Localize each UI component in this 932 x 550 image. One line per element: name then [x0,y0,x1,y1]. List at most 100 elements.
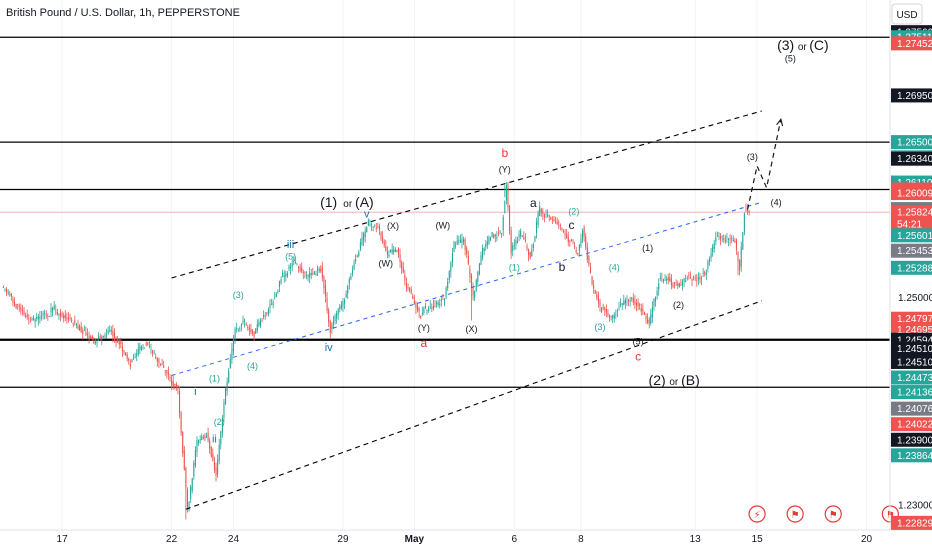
channel-line[interactable] [185,300,763,510]
price-tag[interactable] [891,260,932,275]
candle-body [661,277,663,279]
price-tag[interactable] [891,401,932,416]
candle-body [594,290,596,294]
candle-body [445,287,447,298]
price-tag[interactable] [891,228,932,243]
price-tag[interactable] [891,432,932,447]
candle-body [44,313,46,314]
price-tag[interactable] [891,243,932,258]
price-tag[interactable] [891,186,932,201]
candle-body [513,245,515,246]
flag-event-icon[interactable]: ⚑ [824,505,842,523]
price-axis[interactable]: 1.250001.230001.275601.275111.274521.269… [891,25,932,530]
candle-body [491,232,493,238]
candle-body [451,253,453,263]
candle-body [71,320,73,322]
candle-body [123,350,125,353]
price-tag[interactable] [891,88,932,103]
horizontal-levels[interactable] [0,36,890,388]
price-tag[interactable] [891,370,932,385]
candle-body [470,275,473,288]
candle-body [654,296,657,302]
flag-event-icon[interactable]: ⚑ [786,505,804,523]
price-tag[interactable] [891,217,932,232]
candle-body [297,266,300,268]
candle-body [535,222,538,233]
price-tag[interactable] [891,311,932,326]
candle-body [694,278,696,280]
price-tag[interactable] [891,341,932,356]
candle-body [334,315,336,322]
candle-body [574,245,576,247]
candle-body [634,300,636,304]
candle-body [421,312,423,315]
price-tag-label: 1.24594 [897,335,932,346]
candle-body [578,244,580,251]
candle-body [528,249,530,256]
projection-path[interactable] [746,118,784,210]
candle-body [620,303,622,305]
candle-body [675,284,677,286]
wave-label: b [559,260,566,274]
candle-body [88,336,90,338]
wave-label: (Y) [418,323,430,333]
price-tag[interactable] [891,515,932,530]
channel-line[interactable] [171,201,762,376]
price-tag-label: 1.25288 [897,263,932,274]
price-tag[interactable] [891,205,932,220]
event-icons[interactable]: ⚡⚑⚑⚑ [748,505,899,523]
wave-label: (2) [214,417,225,427]
candle-body [537,213,539,225]
time-axis[interactable]: 17222429May6813152022 [57,534,932,545]
candle-body [9,294,11,296]
candle-body [420,315,422,318]
projection-arrowhead [776,118,784,127]
candle-body [645,315,647,319]
projection-line[interactable] [746,119,782,210]
candle-body [218,444,220,461]
price-tag-label: 1.24473 [897,373,932,384]
channel-line[interactable] [171,110,762,279]
currency-button[interactable]: USD [891,3,923,25]
price-tag[interactable] [891,417,932,432]
candle-body [63,314,65,319]
price-tag[interactable] [891,448,932,463]
candle-body [82,330,84,334]
candle-body [343,299,346,304]
candle-body [453,241,455,252]
candle-body [551,219,553,221]
candle-body [607,313,609,316]
candle-body [56,312,58,315]
price-tag[interactable] [891,385,932,400]
candle-body [505,185,507,200]
candle-body [467,255,469,265]
candle-body [207,432,209,441]
time-tick-label: 24 [228,534,240,545]
candle-body [456,240,458,245]
candle-body [255,328,257,334]
candle-body [47,315,49,317]
candle-body [21,309,24,311]
flash-event-icon[interactable]: ⚡ [748,505,766,523]
candle-body [193,462,195,477]
chart-title: British Pound / U.S. Dollar, 1h, PEPPERS… [6,7,240,19]
trend-channel[interactable] [171,110,763,510]
candle-body [715,237,717,242]
time-tick-label: 22 [166,534,178,545]
candle-body [545,212,547,214]
price-tag[interactable] [891,36,932,51]
candle-body [107,330,109,334]
price-tag[interactable] [891,135,932,150]
price-tag-label: 1.24510 [897,344,932,355]
candle-body [459,240,461,243]
candle-body [466,248,468,255]
time-tick-label: 8 [578,534,584,545]
candle-body [20,307,22,311]
price-tag[interactable] [891,354,932,369]
candle-body [480,255,482,265]
candle-body [61,313,63,316]
candle-body [112,330,114,337]
price-tag[interactable] [891,151,932,166]
candle-body [40,316,43,318]
